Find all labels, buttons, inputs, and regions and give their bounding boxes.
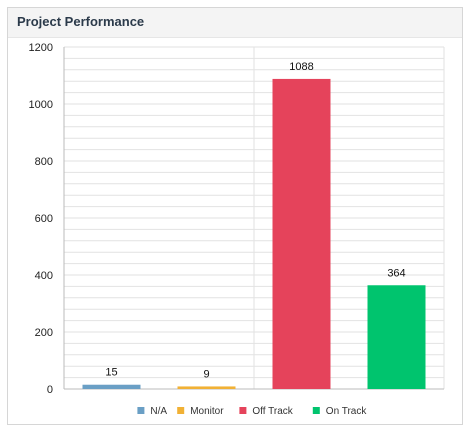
data-label: 364 bbox=[387, 267, 405, 279]
bar-off-track[interactable] bbox=[272, 78, 331, 390]
y-tick-label: 1200 bbox=[29, 42, 53, 54]
chart-panel: Project Performance bbox=[7, 7, 463, 425]
legend-label: N/A bbox=[150, 406, 167, 417]
y-tick-labels: 0 200 400 600 800 1000 1200 bbox=[29, 42, 53, 396]
bars bbox=[82, 78, 426, 390]
bar-n-a[interactable] bbox=[82, 384, 141, 389]
panel-header: Project Performance bbox=[8, 8, 462, 38]
y-tick-label: 1000 bbox=[29, 99, 53, 111]
data-label: 1088 bbox=[289, 61, 313, 73]
legend-item-monitor[interactable]: Monitor bbox=[177, 406, 224, 417]
legend[interactable]: N/A Monitor Off Track On Track bbox=[137, 406, 367, 417]
y-tick-label: 0 bbox=[47, 384, 53, 396]
legend-label: Off Track bbox=[252, 406, 293, 417]
data-label: 15 bbox=[105, 367, 117, 379]
legend-item-off-track[interactable]: Off Track bbox=[239, 406, 294, 417]
data-labels: 15 9 1088 364 bbox=[105, 61, 405, 381]
data-label: 9 bbox=[203, 368, 209, 380]
panel-title: Project Performance bbox=[17, 14, 145, 29]
legend-item-on-track[interactable]: On Track bbox=[312, 406, 368, 417]
legend-swatch bbox=[177, 407, 185, 414]
y-tick-label: 600 bbox=[35, 213, 53, 225]
y-tick-label: 400 bbox=[35, 270, 53, 282]
y-tick-label: 200 bbox=[35, 327, 53, 339]
bar-monitor[interactable] bbox=[177, 386, 236, 389]
legend-swatch bbox=[312, 407, 320, 414]
y-tick-label: 800 bbox=[35, 156, 53, 168]
legend-label: On Track bbox=[326, 406, 368, 417]
legend-swatch bbox=[137, 407, 145, 414]
legend-label: Monitor bbox=[190, 406, 224, 417]
legend-item-n-a[interactable]: N/A bbox=[137, 406, 167, 417]
bar-on-track[interactable] bbox=[367, 285, 426, 389]
legend-swatch bbox=[239, 407, 247, 414]
